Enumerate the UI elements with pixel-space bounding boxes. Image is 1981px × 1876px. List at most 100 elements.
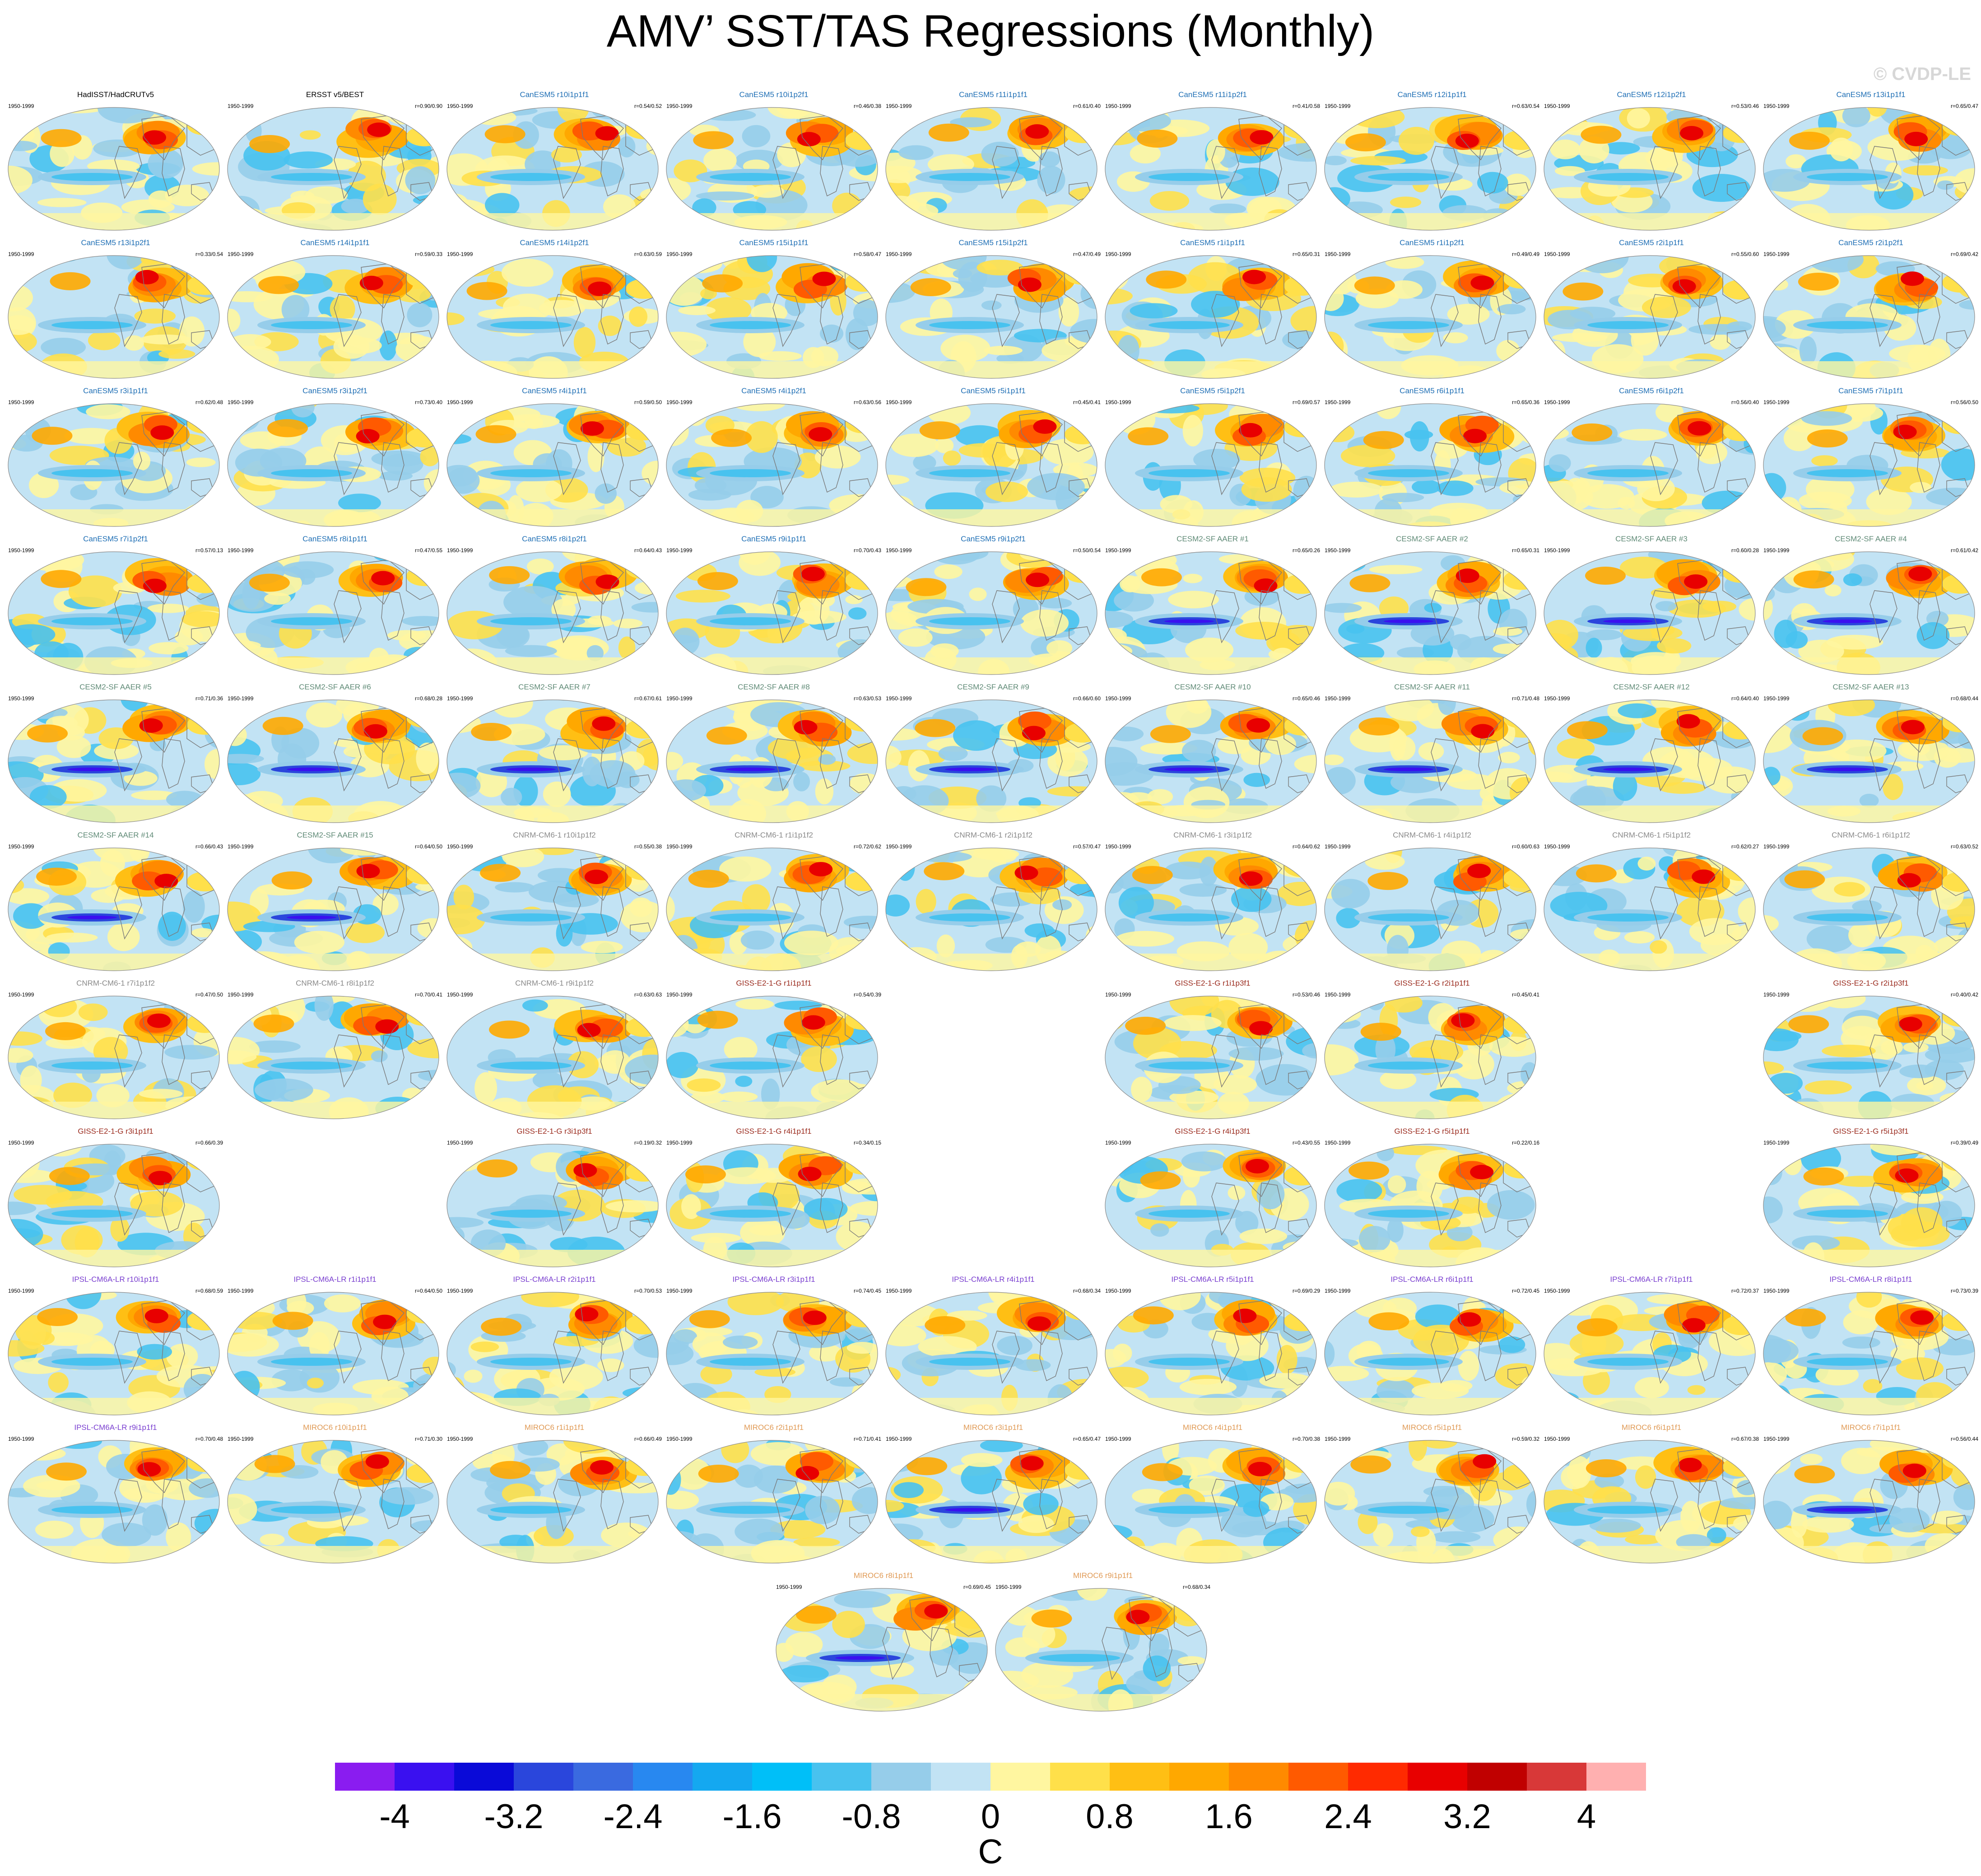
panel-period: 1950-1999 — [1105, 843, 1131, 850]
coastline — [1697, 886, 1721, 937]
anomaly-blob — [637, 660, 658, 675]
map-panel: IPSL-CM6A-LR r5i1p1f1 1950-1999 r=0.69/0.2… — [1103, 1275, 1322, 1423]
north-pacific-anomaly — [272, 1312, 313, 1330]
anomaly-blob — [614, 369, 658, 378]
anomaly-blob — [666, 331, 707, 357]
anomaly-blob — [1330, 1102, 1350, 1119]
anomaly-blob — [751, 700, 806, 709]
map-panel: IPSL-CM6A-LR r1i1p1f1 1950-1999 r=0.64/0.5… — [226, 1275, 444, 1423]
north-pacific-anomaly — [1586, 1459, 1627, 1477]
anomaly-blob — [1678, 757, 1733, 782]
equatorial-pacific-anomaly — [1823, 619, 1872, 623]
anomaly-blob — [832, 1611, 865, 1639]
map-panel: CESM2-SF AAER #10 1950-1999 r=0.65/0.46 — [1103, 683, 1322, 831]
panel-title: CNRM-CM6-1 r2i1p1f2 — [954, 831, 1032, 839]
coastline — [600, 294, 624, 344]
panel-title: CanESM5 r2i1p2f1 — [1838, 238, 1903, 247]
anomaly-blob — [1064, 404, 1097, 415]
map-panel-plot — [1105, 1144, 1317, 1267]
panel-title: CNRM-CM6-1 r4i1p1f2 — [1393, 831, 1471, 839]
panel-period: 1950-1999 — [1105, 399, 1131, 405]
southern-ocean-anomaly — [1763, 1250, 1975, 1267]
panel-period: 1950-1999 — [1763, 547, 1790, 554]
anomaly-blob — [1685, 700, 1725, 704]
panel-title: MIROC6 r8i1p1f1 — [853, 1571, 914, 1580]
north-pacific-anomaly — [267, 419, 308, 438]
equatorial-pacific-anomaly — [271, 321, 352, 329]
map-panel-plot — [227, 1292, 439, 1415]
anomaly-blob — [1365, 853, 1405, 870]
coastline — [553, 738, 581, 791]
anomaly-blob — [420, 447, 439, 466]
anomaly-blob — [666, 1440, 706, 1454]
southern-ocean-anomaly — [447, 805, 658, 823]
panel-period: 1950-1999 — [228, 399, 254, 405]
anomaly-blob — [179, 316, 205, 347]
anomaly-blob — [1430, 1531, 1481, 1543]
north-atlantic-warm-anomaly — [135, 270, 159, 284]
coastline — [1650, 442, 1678, 495]
anomaly-blob — [405, 166, 436, 195]
panel-correlation: r=0.63/0.59 — [634, 251, 662, 257]
north-atlantic-warm-anomaly — [590, 1460, 614, 1475]
north-pacific-anomaly — [1803, 1167, 1844, 1186]
anomaly-blob — [776, 1600, 792, 1611]
southern-ocean-anomaly — [8, 213, 219, 230]
equatorial-pacific-anomaly — [490, 913, 572, 922]
map-panel-plot — [885, 1292, 1097, 1415]
map-border — [885, 699, 1097, 823]
coastline — [1869, 294, 1897, 347]
anomaly-blob — [1781, 700, 1811, 711]
north-atlantic-warm-anomaly — [584, 870, 608, 884]
anomaly-blob — [1404, 429, 1433, 440]
north-pacific-anomaly — [32, 427, 73, 445]
anomaly-blob — [453, 884, 474, 910]
anomaly-blob — [149, 642, 189, 655]
equatorial-pacific-anomaly — [51, 321, 133, 329]
panel-correlation: r=0.66/0.43 — [195, 843, 223, 850]
north-pacific-anomaly — [1367, 872, 1409, 890]
north-pacific-anomaly — [41, 570, 82, 588]
anomaly-blob — [539, 745, 588, 760]
anomaly-blob — [1261, 665, 1297, 675]
anomaly-blob — [846, 1342, 878, 1354]
anomaly-blob — [995, 1673, 1007, 1699]
north-pacific-anomaly — [1793, 570, 1834, 589]
north-pacific-anomaly — [249, 573, 290, 592]
anomaly-blob — [1642, 296, 1691, 318]
panel-correlation: r=0.65/0.36 — [1511, 399, 1539, 405]
north-pacific-anomaly — [1141, 568, 1182, 587]
anomaly-blob — [14, 1185, 72, 1205]
anomaly-blob — [1943, 509, 1963, 526]
anomaly-blob — [1074, 1545, 1097, 1563]
anomaly-blob — [1505, 700, 1522, 721]
panel-title: CESM2-SF AAER #1 — [1177, 535, 1249, 543]
panel-correlation: r=0.65/0.46 — [1292, 695, 1320, 702]
map-panel-plot — [1544, 1292, 1756, 1415]
southern-ocean-anomaly — [1325, 1398, 1536, 1415]
anomaly-blob — [1910, 482, 1932, 493]
anomaly-blob — [517, 1440, 549, 1456]
anomaly-blob — [1696, 441, 1727, 464]
anomaly-blob — [183, 1374, 219, 1405]
panel-period: 1950-1999 — [1105, 547, 1131, 554]
north-pacific-anomaly — [27, 724, 68, 743]
panel-correlation: r=0.53/0.46 — [1731, 103, 1759, 109]
southern-ocean-anomaly — [228, 213, 439, 230]
southern-ocean-anomaly — [1763, 509, 1975, 526]
anomaly-blob — [938, 746, 968, 761]
anomaly-blob — [1185, 638, 1234, 662]
southern-ocean-anomaly — [1325, 361, 1536, 378]
anomaly-blob — [751, 185, 785, 198]
anomaly-blob — [228, 801, 261, 823]
anomaly-blob — [29, 785, 67, 809]
anomaly-blob — [913, 454, 936, 471]
panel-title: CESM2-SF AAER #13 — [1832, 683, 1909, 691]
north-pacific-anomaly — [1137, 129, 1178, 148]
anomaly-blob — [1389, 728, 1406, 761]
coastline — [1650, 886, 1678, 940]
anomaly-blob — [628, 306, 648, 327]
anomaly-blob — [804, 1198, 848, 1220]
coastline — [1211, 886, 1239, 940]
anomaly-blob — [447, 369, 473, 378]
